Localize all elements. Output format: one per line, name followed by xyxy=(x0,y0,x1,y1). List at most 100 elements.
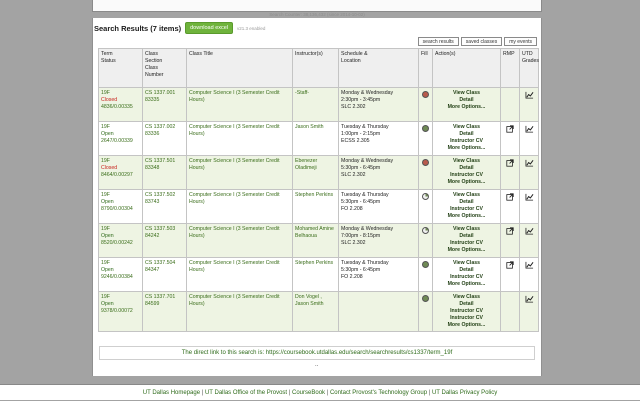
external-link-icon[interactable] xyxy=(506,125,514,135)
status: Open xyxy=(101,131,114,137)
view-class-link[interactable]: View Class xyxy=(452,192,480,198)
term-status-cell: 19F Closed 8464/0.00297 xyxy=(98,155,143,190)
external-link-icon[interactable] xyxy=(506,261,514,271)
detail-link[interactable]: Detail xyxy=(459,97,474,103)
status: Open xyxy=(101,301,114,307)
detail-link[interactable]: Detail xyxy=(459,267,474,273)
line-chart-icon[interactable] xyxy=(525,125,534,135)
view-class-link[interactable]: View Class xyxy=(452,294,480,300)
schedule-time: 5:30pm - 6:45pm xyxy=(341,267,381,273)
more-options-link[interactable]: More Options... xyxy=(447,322,486,328)
instructor-cv-link[interactable]: Instructor CV xyxy=(450,315,483,321)
download-excel-button[interactable]: download excel xyxy=(185,22,234,34)
section-link[interactable]: CS 1337.001 xyxy=(145,90,176,96)
more-options-link[interactable]: More Options... xyxy=(447,213,486,219)
line-chart-icon[interactable] xyxy=(525,261,534,271)
direct-link[interactable]: The direct link to this search is: https… xyxy=(99,346,535,360)
instructor-cv-link[interactable]: Instructor CV xyxy=(450,206,483,212)
schedule-room: ECSS 2.305 xyxy=(341,138,370,144)
title-cell: Computer Science I (3 Semester Credit Ho… xyxy=(186,223,293,258)
instructor-cell: Ebenezer Oladimeji xyxy=(292,155,339,190)
schedule-room: SLC 2.302 xyxy=(341,172,366,178)
more-options-link[interactable]: More Options... xyxy=(447,247,486,253)
section-link[interactable]: CS 1337.504 xyxy=(145,260,176,266)
section-link[interactable]: CS 1337.002 xyxy=(145,124,176,130)
footer-separator: | xyxy=(201,390,204,396)
term: 19F xyxy=(101,260,110,266)
external-link-icon[interactable] xyxy=(506,227,514,237)
ids: 8520/0.00242 xyxy=(101,240,133,246)
detail-link[interactable]: Detail xyxy=(459,199,474,205)
detail-link[interactable]: Detail xyxy=(459,233,474,239)
header-utd-grades: UTD Grades xyxy=(519,48,539,88)
rmp-cell xyxy=(500,189,520,224)
detail-link[interactable]: Detail xyxy=(459,131,474,137)
view-class-link[interactable]: View Class xyxy=(452,260,480,266)
class-number: 83743 xyxy=(145,199,160,205)
status: Open xyxy=(101,267,114,273)
section-link[interactable]: CS 1337.503 xyxy=(145,226,176,232)
more-options-link[interactable]: More Options... xyxy=(447,104,486,110)
tab-search-results[interactable]: search results xyxy=(417,37,459,46)
section-link[interactable]: CS 1337.502 xyxy=(145,192,176,198)
external-link-icon[interactable] xyxy=(506,193,514,203)
class-title: Computer Science I (3 Semester Credit Ho… xyxy=(189,192,280,205)
line-chart-icon[interactable] xyxy=(525,227,534,237)
detail-link[interactable]: Detail xyxy=(459,301,474,307)
tab-saved-classes[interactable]: saved classes xyxy=(460,37,503,46)
instructor-cv-link[interactable]: Instructor CV xyxy=(450,240,483,246)
footer-link-privacy[interactable]: UT Dallas Privacy Policy xyxy=(431,390,498,396)
more-options-link[interactable]: More Options... xyxy=(447,281,486,287)
view-class-link[interactable]: View Class xyxy=(452,90,480,96)
instructor-cell: Stephen Perkins xyxy=(292,189,339,224)
fill-indicator-icon xyxy=(422,295,429,302)
detail-link[interactable]: Detail xyxy=(459,165,474,171)
more-options-link[interactable]: More Options... xyxy=(447,179,486,185)
actions-cell: View Class Detail More Options... xyxy=(432,87,501,122)
instructor-cv-link[interactable]: Instructor CV xyxy=(450,138,483,144)
view-class-link[interactable]: View Class xyxy=(452,226,480,232)
status: Closed xyxy=(101,165,118,171)
schedule-cell: Tuesday & Thursday 1:00pm - 2:15pm ECSS … xyxy=(338,121,419,156)
results-table: Term Status Class Section Class Number C… xyxy=(98,48,539,332)
more-options-link[interactable]: More Options... xyxy=(447,145,486,151)
line-chart-icon[interactable] xyxy=(525,295,534,305)
header-title: Class Title xyxy=(186,48,293,88)
class-title: Computer Science I (3 Semester Credit Ho… xyxy=(189,158,280,171)
instructor: Jason Smith xyxy=(295,124,324,130)
line-chart-icon[interactable] xyxy=(525,193,534,203)
instructor-cv-link[interactable]: Instructor CV xyxy=(450,172,483,178)
view-class-link[interactable]: View Class xyxy=(452,124,480,130)
section-link[interactable]: CS 1337.501 xyxy=(145,158,176,164)
term-status-cell: 19F Open 9378/0.00072 xyxy=(98,291,143,332)
section-link[interactable]: CS 1337.701 xyxy=(145,294,176,300)
instructor-cv-link[interactable]: Instructor CV xyxy=(450,274,483,280)
footer-link-provost[interactable]: UT Dallas Office of the Provost xyxy=(204,390,288,396)
fill-cell xyxy=(418,155,433,190)
fill-indicator-icon xyxy=(422,193,429,200)
footer-link-contact[interactable]: Contact Provost's Technology Group xyxy=(329,390,428,396)
utd-grades-cell xyxy=(519,87,539,122)
instructor-cv-link[interactable]: Instructor CV xyxy=(450,308,483,314)
actions-cell: View Class Detail Instructor CV Instructor … xyxy=(432,291,501,332)
view-class-link[interactable]: View Class xyxy=(452,158,480,164)
external-link-icon[interactable] xyxy=(506,159,514,169)
footer-link-homepage[interactable]: UT Dallas Homepage xyxy=(142,390,201,396)
tab-my-events[interactable]: my events xyxy=(504,37,537,46)
class-title: Computer Science I (3 Semester Credit Ho… xyxy=(189,90,280,103)
footer-link-coursebook[interactable]: CourseBook xyxy=(292,390,326,396)
actions-cell: View Class Detail Instructor CV More Option… xyxy=(432,155,501,190)
result-tabs: search results saved classes my events xyxy=(417,37,537,46)
actions-cell: View Class Detail Instructor CV More Option… xyxy=(432,121,501,156)
class-cell: CS 1337.502 83743 xyxy=(142,189,187,224)
line-chart-icon[interactable] xyxy=(525,159,534,169)
schedule-room: SLC 2.302 xyxy=(341,240,366,246)
fill-indicator-icon xyxy=(422,91,429,98)
results-title: Search Results (7 items) xyxy=(94,23,182,33)
class-number: 84347 xyxy=(145,267,160,273)
title-cell: Computer Science I (3 Semester Credit Ho… xyxy=(186,121,293,156)
rmp-cell xyxy=(500,257,520,292)
footer-separator: | xyxy=(326,390,329,396)
title-cell: Computer Science I (3 Semester Credit Ho… xyxy=(186,291,293,332)
line-chart-icon[interactable] xyxy=(525,91,534,101)
